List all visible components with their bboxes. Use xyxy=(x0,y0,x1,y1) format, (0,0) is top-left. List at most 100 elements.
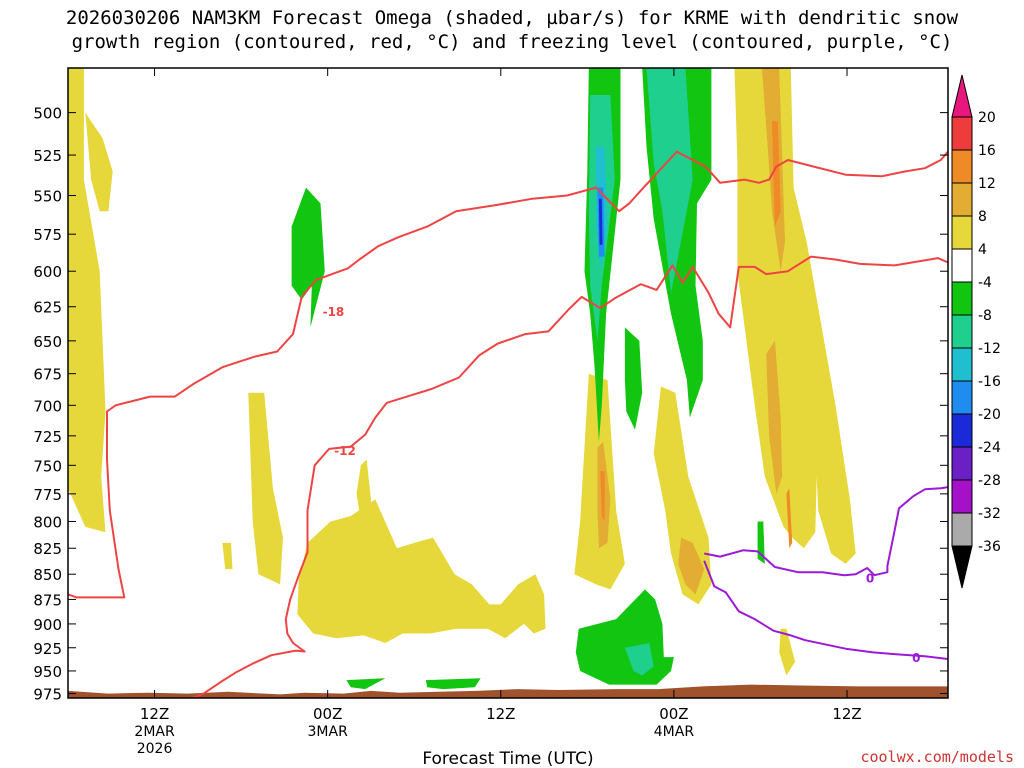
y-tick-label-9: 725 xyxy=(33,428,62,446)
y-tick-label-11: 775 xyxy=(33,486,62,504)
y-tick-label-19: 975 xyxy=(33,686,62,704)
omega-region-4 xyxy=(297,499,546,643)
colorbar-label-7: -12 xyxy=(978,341,1001,357)
colorbar-bin-11 xyxy=(951,479,973,514)
colorbar-label-10: -24 xyxy=(978,440,1001,456)
y-tick-label-7: 675 xyxy=(33,366,62,384)
colorbar-bin-5 xyxy=(951,281,973,316)
x-tick-label-2: 12Z xyxy=(486,705,515,723)
colorbar-bin-3 xyxy=(951,215,973,250)
y-tick-label-8: 700 xyxy=(33,397,62,415)
omega-region-11 xyxy=(678,537,705,595)
colorbar-label-8: -16 xyxy=(978,374,1001,390)
x-tick-date-3: 4MAR xyxy=(654,724,695,740)
omega-region-30 xyxy=(598,198,603,245)
colorbar-bin-0 xyxy=(951,116,973,151)
freezing-contour-label-0: 0 xyxy=(866,571,874,585)
y-tick-label-4: 600 xyxy=(33,263,62,281)
colorbar-bin-1 xyxy=(951,149,973,184)
colorbar-label-6: -8 xyxy=(978,308,992,324)
x-tick-date-1: 3MAR xyxy=(308,724,349,740)
omega-region-3 xyxy=(222,542,233,570)
y-tick-label-5: 625 xyxy=(33,299,62,317)
y-tick-label-18: 950 xyxy=(33,663,62,681)
colorbar-label-0: 20 xyxy=(978,110,996,126)
omega-region-23 xyxy=(346,678,386,690)
x-tick-label-3: 00Z xyxy=(659,705,688,723)
colorbar-bin-7 xyxy=(951,347,973,382)
x-tick-label-0: 12Z xyxy=(140,705,169,723)
y-tick-label-13: 825 xyxy=(33,540,62,558)
x-axis-label: Forecast Time (UTC) xyxy=(422,749,593,768)
y-tick-label-3: 575 xyxy=(33,226,62,244)
dgz-contour-line-1 xyxy=(191,255,948,698)
y-tick-label-0: 500 xyxy=(33,105,62,123)
omega-shading xyxy=(68,68,856,690)
colorbar-bin-4 xyxy=(951,248,973,283)
omega-region-27 xyxy=(624,643,654,676)
x-tick-label-1: 00Z xyxy=(313,705,342,723)
chart-title-line2: growth region (contoured, red, °C) and f… xyxy=(72,31,953,53)
omega-region-0 xyxy=(68,68,106,533)
omega-region-24 xyxy=(425,678,481,690)
colorbar-bin-6 xyxy=(951,314,973,349)
dgz-contour-label-1: -12 xyxy=(334,444,356,458)
credit-text: coolwx.com/models xyxy=(860,748,1014,766)
colorbar-bin-9 xyxy=(951,413,973,448)
terrain-fill xyxy=(68,684,948,698)
chart-title-line1: 2026030206 NAM3KM Forecast Omega (shaded… xyxy=(66,7,959,29)
y-axis: 500 525 550 575 600 625 650 675 700 725 750 775 800 8… xyxy=(33,105,948,704)
omega-region-1 xyxy=(85,112,113,212)
omega-region-16 xyxy=(600,471,605,522)
x-tick-year-0: 2026 xyxy=(137,741,173,757)
omega-region-17 xyxy=(291,187,325,328)
y-tick-label-15: 875 xyxy=(33,591,62,609)
colorbar-label-3: 8 xyxy=(978,209,987,225)
omega-region-14 xyxy=(772,121,781,227)
colorbar: 20 16 12 8 4 -4 -8 -12 -16 -20 -24 -28 -32 -36 xyxy=(951,74,1001,589)
y-tick-label-1: 525 xyxy=(33,147,62,165)
temperature-contours: -18 -12 0 0 xyxy=(68,150,948,698)
x-tick-date-0: 2MAR xyxy=(134,724,175,740)
y-tick-label-17: 925 xyxy=(33,640,62,658)
omega-region-20 xyxy=(624,327,643,430)
x-tick-label-4: 12Z xyxy=(832,705,861,723)
omega-region-9 xyxy=(779,628,796,676)
omega-region-5 xyxy=(356,459,371,522)
y-tick-label-6: 650 xyxy=(33,333,62,351)
plot-frame xyxy=(67,67,949,699)
y-tick-label-12: 800 xyxy=(33,513,62,531)
omega-region-8 xyxy=(734,68,856,564)
y-tick-label-16: 900 xyxy=(33,616,62,634)
omega-region-2 xyxy=(248,392,283,585)
colorbar-label-1: 16 xyxy=(978,143,996,159)
omega-region-15 xyxy=(786,488,793,549)
colorbar-bin-10 xyxy=(951,446,973,481)
omega-region-7 xyxy=(653,386,712,605)
omega-region-13 xyxy=(766,340,783,494)
freezing-contour-line-1 xyxy=(703,560,948,660)
y-tick-label-14: 850 xyxy=(33,566,62,584)
colorbar-top-triangle xyxy=(951,74,973,118)
omega-region-26 xyxy=(646,68,693,293)
freezing-contour-line-0 xyxy=(704,486,948,577)
y-tick-label-10: 750 xyxy=(33,457,62,475)
dgz-contour-line-0 xyxy=(68,150,948,599)
colorbar-label-5: -4 xyxy=(978,275,992,291)
colorbar-bin-12 xyxy=(951,512,973,547)
colorbar-label-12: -32 xyxy=(978,506,1001,522)
colorbar-label-13: -36 xyxy=(978,539,1001,555)
terrain xyxy=(68,684,948,698)
colorbar-bin-8 xyxy=(951,380,973,415)
colorbar-label-4: 4 xyxy=(978,242,987,258)
colorbar-bottom-triangle xyxy=(951,545,973,589)
freezing-contour-label-1: 0 xyxy=(912,651,920,665)
colorbar-label-9: -20 xyxy=(978,407,1001,423)
colorbar-bin-2 xyxy=(951,182,973,217)
dgz-contour-label-0: -18 xyxy=(323,305,345,319)
colorbar-label-2: 12 xyxy=(978,176,996,192)
colorbar-label-11: -28 xyxy=(978,473,1001,489)
y-tick-label-2: 550 xyxy=(33,188,62,206)
